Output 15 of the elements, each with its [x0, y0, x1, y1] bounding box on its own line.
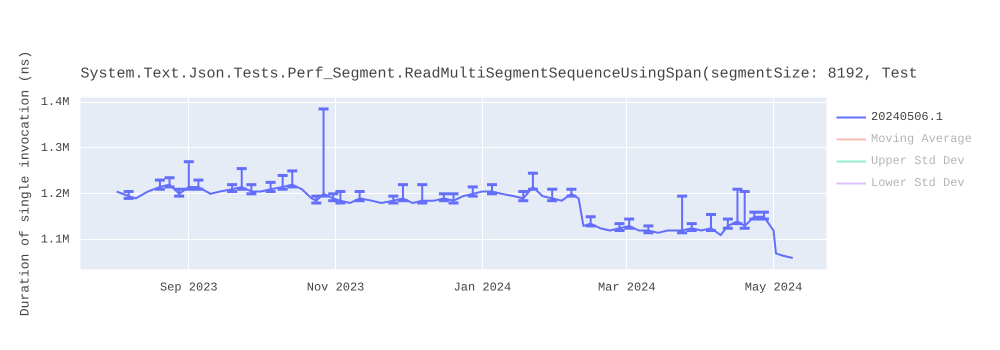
chart-title: System.Text.Json.Tests.Perf_Segment.ReadMultiSegmentSequenceUsingSpan(segmentSize: 8192, Test [80, 66, 918, 82]
x-tick-label: Jan 2024 [454, 280, 512, 294]
y-tick-label: 1.2M [40, 186, 70, 201]
y-tick-label: 1.3M [40, 140, 70, 155]
y-axis-title: Duration of single invocation (ns) [18, 50, 33, 316]
legend-label: Upper Std Dev [871, 154, 965, 168]
legend-label: Lower Std Dev [871, 176, 965, 190]
legend-label: Moving Average [871, 132, 972, 146]
x-tick-label: Nov 2023 [306, 280, 364, 294]
legend-label: 20240506.1 [871, 110, 944, 124]
y-tick-label: 1.4M [40, 95, 70, 110]
x-tick-label: Mar 2024 [598, 280, 656, 294]
y-tick-label: 1.1M [40, 232, 70, 247]
x-tick-label: May 2024 [744, 280, 802, 294]
x-tick-label: Sep 2023 [160, 280, 218, 294]
